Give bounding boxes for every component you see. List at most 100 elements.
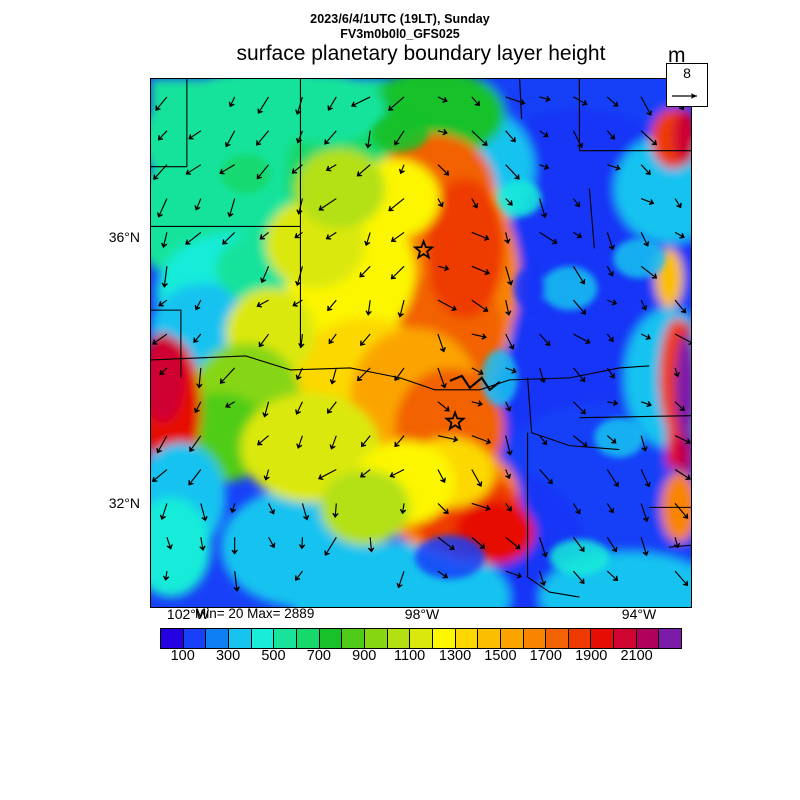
wind-vector <box>437 570 448 579</box>
wind-vector <box>539 333 551 347</box>
wind-vector <box>360 333 371 346</box>
colorbar-bin-3 <box>228 629 252 648</box>
colorbar-bin-2 <box>206 629 229 648</box>
wind-vector <box>674 503 689 519</box>
wind-vector <box>159 503 168 521</box>
station-markers <box>412 238 467 431</box>
wind-vector <box>640 537 649 557</box>
wind-vector <box>471 502 491 512</box>
wind-vector <box>296 198 303 215</box>
lat-tick-label-1: 32°N <box>108 495 140 511</box>
wind-vector <box>437 129 448 136</box>
wind-vector <box>324 130 337 145</box>
colorbar-bin-10 <box>387 629 411 648</box>
wind-vector <box>364 232 371 247</box>
wind-vector <box>268 536 276 549</box>
colorbar-bin-21 <box>636 629 660 648</box>
wind-vector <box>471 96 480 107</box>
wind-vector <box>572 367 586 383</box>
colorbar-bin-14 <box>478 629 501 648</box>
wind-vector <box>324 536 337 556</box>
wind-vector <box>361 435 371 448</box>
figure-date-subtitle: 2023/6/4/1UTC (19LT), Sunday <box>310 12 490 26</box>
wind-vector <box>640 164 651 176</box>
wind-vector <box>194 198 202 211</box>
wind-vector <box>260 266 270 284</box>
wind-vector <box>231 537 238 555</box>
wind-vector <box>606 130 616 140</box>
station-star-south <box>444 409 467 431</box>
wind-vector <box>471 333 487 340</box>
wind-vector <box>158 299 168 307</box>
wind-vector <box>674 231 685 239</box>
wind-vector <box>219 367 236 384</box>
wind-vector <box>674 333 691 345</box>
wind-vector <box>199 537 206 551</box>
wind-vector <box>437 502 449 515</box>
wind-vector <box>437 401 450 412</box>
wind-vector <box>539 367 547 384</box>
wind-vector <box>162 571 170 581</box>
colorbar-bin-7 <box>319 629 343 648</box>
state-borders <box>151 79 691 598</box>
wind-vector <box>437 198 444 208</box>
wind-vector <box>390 231 405 242</box>
colorbar-tick-0: 100 <box>170 648 195 664</box>
wind-vector <box>397 300 405 318</box>
wind-vector <box>573 299 587 315</box>
wind-vector <box>194 401 202 414</box>
wind-vector <box>157 130 168 141</box>
colorbar-tick-6: 1300 <box>438 648 472 664</box>
units-label: m <box>668 44 686 67</box>
wind-vector <box>292 299 303 307</box>
colorbar-bin-22 <box>659 629 682 648</box>
wind-vector <box>188 130 202 140</box>
wind-vector <box>329 367 337 385</box>
wind-vector <box>572 536 585 552</box>
wind-vector <box>356 164 371 177</box>
wind-vector <box>185 164 202 175</box>
wind-vector <box>471 469 483 487</box>
wind-reference-value: 8 <box>683 65 691 81</box>
wind-vector <box>153 164 168 180</box>
wind-vector <box>505 367 517 374</box>
colorbar-bin-6 <box>296 629 320 648</box>
wind-vector <box>673 367 680 378</box>
colorbar-bin-18 <box>568 629 592 648</box>
lon-tick-label-0: 102°W <box>166 606 210 622</box>
wind-vector <box>259 231 269 240</box>
wind-vector <box>263 469 270 481</box>
wind-vector <box>356 367 371 382</box>
wind-vector <box>471 536 486 549</box>
wind-vector <box>607 399 619 407</box>
wind-vector <box>573 333 591 345</box>
wind-vector <box>296 130 303 144</box>
wind-vector <box>607 299 618 306</box>
wind-vector <box>539 130 549 138</box>
wind-vector <box>471 231 490 241</box>
colorbar-tick-1: 300 <box>215 648 241 664</box>
wind-vector <box>219 164 235 175</box>
wind-vector <box>505 130 516 143</box>
wind-reference-legend: 8 <box>666 63 708 107</box>
wind-vector <box>298 333 305 349</box>
wind-vector <box>539 95 551 103</box>
colorbar-bin-19 <box>591 629 615 648</box>
wind-vector <box>161 232 168 249</box>
wind-vector <box>437 96 448 103</box>
wind-vector <box>471 198 479 209</box>
wind-vector <box>229 503 237 514</box>
colorbar-tick-9: 1900 <box>575 648 608 664</box>
wind-vector <box>350 96 371 108</box>
wind-vector <box>674 401 685 411</box>
wind-vector <box>296 435 303 449</box>
wind-vector <box>196 367 203 389</box>
colorbar-bin-9 <box>364 629 388 648</box>
wind-vector <box>640 232 650 247</box>
wind-vector <box>640 299 648 311</box>
wind-vector <box>539 570 547 587</box>
wind-vector <box>325 164 337 172</box>
wind-vector <box>332 503 339 519</box>
colorbar-bin-20 <box>614 629 637 648</box>
